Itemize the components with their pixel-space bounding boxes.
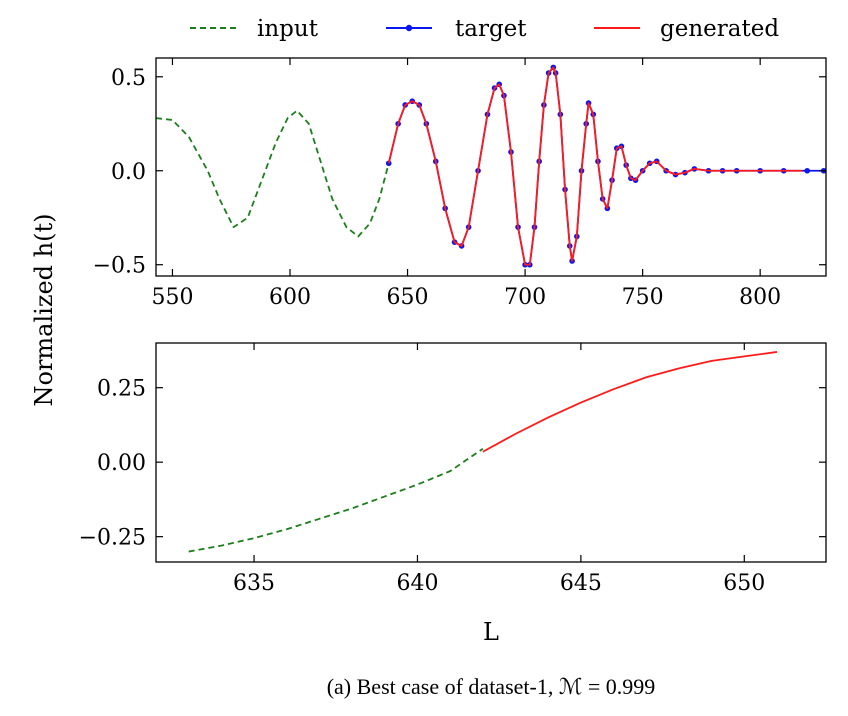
bottom-generated-series-line [482,351,778,453]
top-x-tick-label: 800 [739,285,781,310]
legend-target-label: target [455,16,527,42]
top-axes-frame [155,57,827,277]
legend: input target generated [190,16,779,42]
figure-caption: (a) Best case of dataset-1, ℳ = 0.999 [327,674,656,699]
x-axis-label: L [483,618,499,646]
top-x-tick-label: 600 [269,285,311,310]
top-y-tick-label: −0.5 [93,254,146,279]
bottom-axes-frame [155,342,827,563]
top-x-tick-label: 750 [622,285,664,310]
top-generated-series-line [387,66,803,266]
top-x-tick-label: 650 [387,285,429,310]
top-x-tick-label: 700 [504,285,546,310]
bottom-y-tick-label: 0.25 [97,377,146,402]
top-y-tick-label: 0.5 [111,66,146,91]
bottom-x-tick-label: 635 [233,571,275,596]
top-target-series-line [387,66,824,266]
top-x-tick-label: 550 [151,285,193,310]
top-input-series-line [156,109,390,238]
bottom-panel: 635 640 645 650 −0.25 0.00 0.25 [79,342,827,596]
legend-target-marker-icon [405,24,413,32]
top-panel: 550 600 650 700 750 800 −0.5 0.0 0.5 [93,57,827,310]
bottom-x-tick-label: 640 [396,571,438,596]
bottom-x-tick-label: 645 [560,571,602,596]
bottom-x-tick-label: 650 [723,571,765,596]
top-target-point [804,167,810,174]
legend-input-label: input [257,16,319,42]
bottom-input-series-line [188,448,484,553]
bottom-y-tick-label: −0.25 [79,526,146,551]
y-axis-label: Normalized h(t) [30,213,58,406]
legend-generated-label: generated [660,16,779,42]
bottom-y-tick-label: 0.00 [97,451,146,476]
top-y-tick-label: 0.0 [111,160,146,185]
